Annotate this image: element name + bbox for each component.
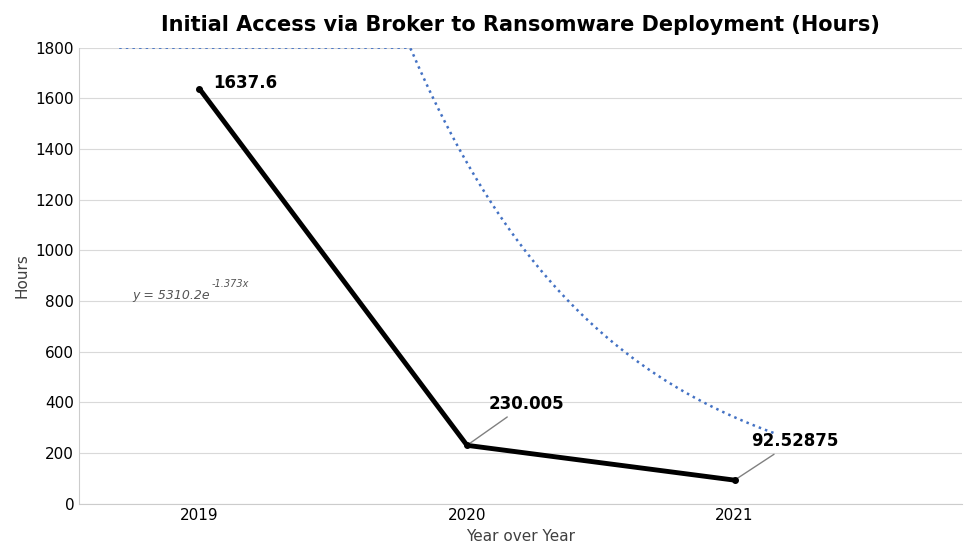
Title: Initial Access via Broker to Ransomware Deployment (Hours): Initial Access via Broker to Ransomware … [161,15,880,35]
Text: 1637.6: 1637.6 [213,74,276,92]
Text: y = 5310.2e: y = 5310.2e [133,290,210,302]
X-axis label: Year over Year: Year over Year [466,529,575,544]
Text: 92.52875: 92.52875 [737,432,838,479]
Text: 230.005: 230.005 [469,395,564,444]
Text: -1.373x: -1.373x [211,280,249,290]
Y-axis label: Hours: Hours [15,253,30,298]
